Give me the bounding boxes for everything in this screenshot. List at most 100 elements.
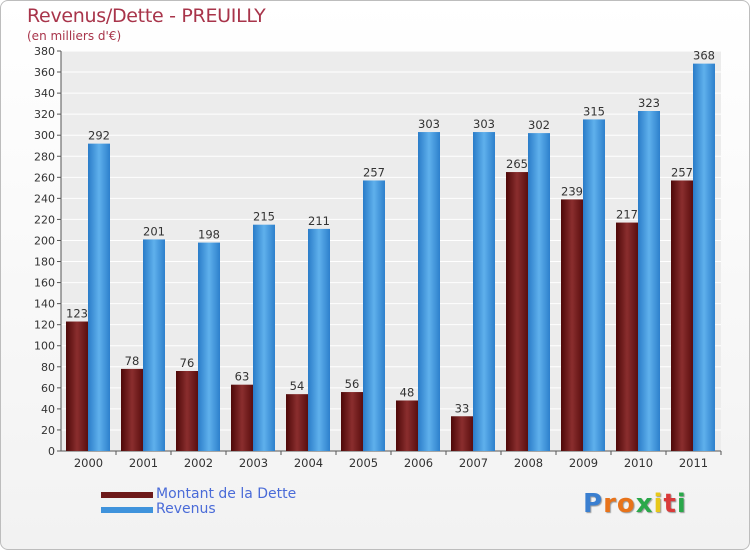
data-label: 323 [638,96,660,110]
x-tick-label: 2010 [624,456,653,470]
logo-letter: i [653,489,664,519]
x-tick-label: 2000 [74,456,103,470]
y-tick-label: 120 [34,319,55,332]
y-tick-label: 200 [34,234,55,247]
data-label: 63 [235,370,250,384]
data-label: 239 [561,184,583,198]
data-label: 56 [345,377,360,391]
y-tick-label: 260 [34,171,55,184]
bar-dette [66,321,88,451]
y-tick-label: 160 [34,277,55,290]
logo-letter: o [616,489,636,519]
bar-revenus [363,180,385,451]
bar-revenus [473,132,495,452]
data-label: 292 [88,129,110,143]
y-tick-label: 320 [34,108,55,121]
y-tick-label: 340 [34,87,55,100]
bar-dette [451,416,473,451]
bar-revenus [198,242,220,451]
y-tick-label: 180 [34,256,55,269]
y-tick-label: 80 [41,361,55,374]
data-label: 215 [253,210,275,224]
bar-revenus [253,224,275,451]
x-tick-label: 2009 [569,456,598,470]
bar-dette [506,172,528,452]
data-label: 76 [180,356,195,370]
data-label: 198 [198,228,220,242]
bar-revenus [528,133,550,451]
bar-revenus [88,143,110,451]
data-label: 315 [583,104,605,118]
logo-letter: x [635,489,654,519]
bar-dette [616,222,638,451]
x-tick-label: 2008 [514,456,543,470]
chart-subtitle: (en milliers d'€) [27,29,122,43]
data-label: 123 [66,307,88,321]
data-label: 303 [418,117,440,131]
x-tick-label: 2005 [349,456,378,470]
bar-dette [286,394,308,451]
data-label: 368 [693,49,715,63]
y-tick-label: 140 [34,298,55,311]
y-tick-label: 280 [34,150,55,163]
data-label: 303 [473,117,495,131]
bar-dette [121,368,143,451]
plot-area [61,51,721,451]
data-label: 217 [616,208,638,222]
logo-letter: t [663,489,677,519]
data-label: 302 [528,118,550,132]
y-tick-label: 60 [41,382,55,395]
y-tick-label: 20 [41,424,55,437]
logo-letter: i [676,489,687,519]
bar-dette [176,371,198,451]
x-tick-label: 2007 [459,456,488,470]
x-tick-label: 2004 [294,456,323,470]
bar-revenus [638,111,660,451]
data-label: 33 [455,401,470,415]
y-tick-label: 380 [34,45,55,58]
legend-label-dette: Montant de la Dette [156,486,297,502]
data-label: 265 [506,157,528,171]
logo-letter: r [603,489,617,519]
bar-dette [231,384,253,451]
x-tick-label: 2003 [239,456,268,470]
bar-revenus [418,132,440,452]
legend-item-revenus: Revenus [101,502,296,517]
bar-dette [671,180,693,451]
x-tick-label: 2001 [129,456,158,470]
y-tick-label: 360 [34,66,55,79]
bar-dette [396,400,418,451]
logo-letter: P [583,489,604,519]
x-tick-label: 2011 [679,456,708,470]
y-tick-label: 100 [34,340,55,353]
bar-dette [341,392,363,451]
data-label: 201 [143,224,165,238]
y-tick-label: 0 [48,445,55,458]
y-tick-label: 300 [34,129,55,142]
legend-label-revenus: Revenus [156,501,216,517]
x-tick-label: 2006 [404,456,433,470]
data-label: 54 [290,379,305,393]
bar-dette [561,199,583,451]
y-tick-label: 40 [41,403,55,416]
bar-revenus [143,239,165,451]
y-tick-label: 220 [34,213,55,226]
y-tick-label: 240 [34,192,55,205]
x-tick-label: 2002 [184,456,213,470]
proxiti-logo: Proxiti [583,489,687,519]
legend-swatch-dette [101,491,153,498]
bar-revenus [693,63,715,451]
data-label: 78 [125,354,140,368]
bar-revenus [583,119,605,451]
bar-revenus [308,228,330,451]
legend: Montant de la Dette Revenus [101,487,296,517]
data-label: 257 [363,165,385,179]
data-label: 48 [400,385,415,399]
data-label: 211 [308,214,330,228]
legend-item-dette: Montant de la Dette [101,487,296,502]
data-label: 257 [671,165,693,179]
chart-title: Revenus/Dette - PREUILLY [27,5,266,27]
legend-swatch-revenus [101,506,153,513]
